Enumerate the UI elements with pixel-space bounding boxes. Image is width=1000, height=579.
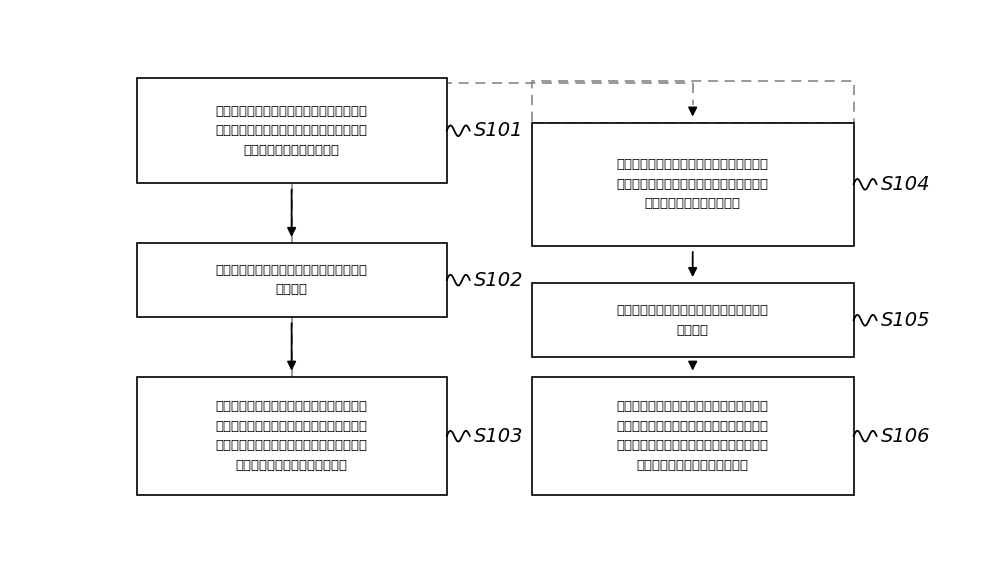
Text: 当一个或多个第二割接任务到来时，通过所
述第二连接池执行所述第二割接任务，其中
所述第二割接任务为新旧基站割接过程中需
要连接所述新基站而执行的任务: 当一个或多个第二割接任务到来时，通过所 述第二连接池执行所述第二割接任务，其中 … (617, 401, 769, 472)
Text: 判断第二连接池是否存在，其中所述第二连
接池中可建立与新基站的一个或多个连接，
每个连接对应一个任务队列: 判断第二连接池是否存在，其中所述第二连 接池中可建立与新基站的一个或多个连接， … (617, 158, 769, 210)
FancyBboxPatch shape (532, 284, 854, 357)
Text: S101: S101 (474, 121, 523, 140)
Text: S102: S102 (474, 270, 523, 290)
Text: S105: S105 (881, 311, 930, 330)
Text: S104: S104 (881, 175, 930, 194)
FancyBboxPatch shape (532, 377, 854, 495)
Text: 如果所述第二连接池不存在，则创建所述第
二连接池: 如果所述第二连接池不存在，则创建所述第 二连接池 (617, 304, 769, 336)
Text: 当一个或多个第一割接任务到来时，通过所
述第一连接池执行所述第一割接任务，其中
所述第一割接任务为新旧基站割接过程中需
要连接所述旧基站而执行的任务: 当一个或多个第一割接任务到来时，通过所 述第一连接池执行所述第一割接任务，其中 … (216, 401, 368, 472)
FancyBboxPatch shape (137, 377, 447, 495)
Bar (532, 80, 854, 123)
Text: 如果所述第一连接池不存在，则创建所述第
一连接池: 如果所述第一连接池不存在，则创建所述第 一连接池 (216, 264, 368, 296)
FancyBboxPatch shape (532, 123, 854, 245)
Text: S106: S106 (881, 427, 930, 446)
Text: S103: S103 (474, 427, 523, 446)
FancyBboxPatch shape (137, 243, 447, 317)
Text: 判断第一连接池是否存在，其中所述第一连
接池中可建立与旧基站的一个或多个连接，
每个连接对应一个任务队列: 判断第一连接池是否存在，其中所述第一连 接池中可建立与旧基站的一个或多个连接， … (216, 105, 368, 157)
FancyBboxPatch shape (137, 78, 447, 183)
